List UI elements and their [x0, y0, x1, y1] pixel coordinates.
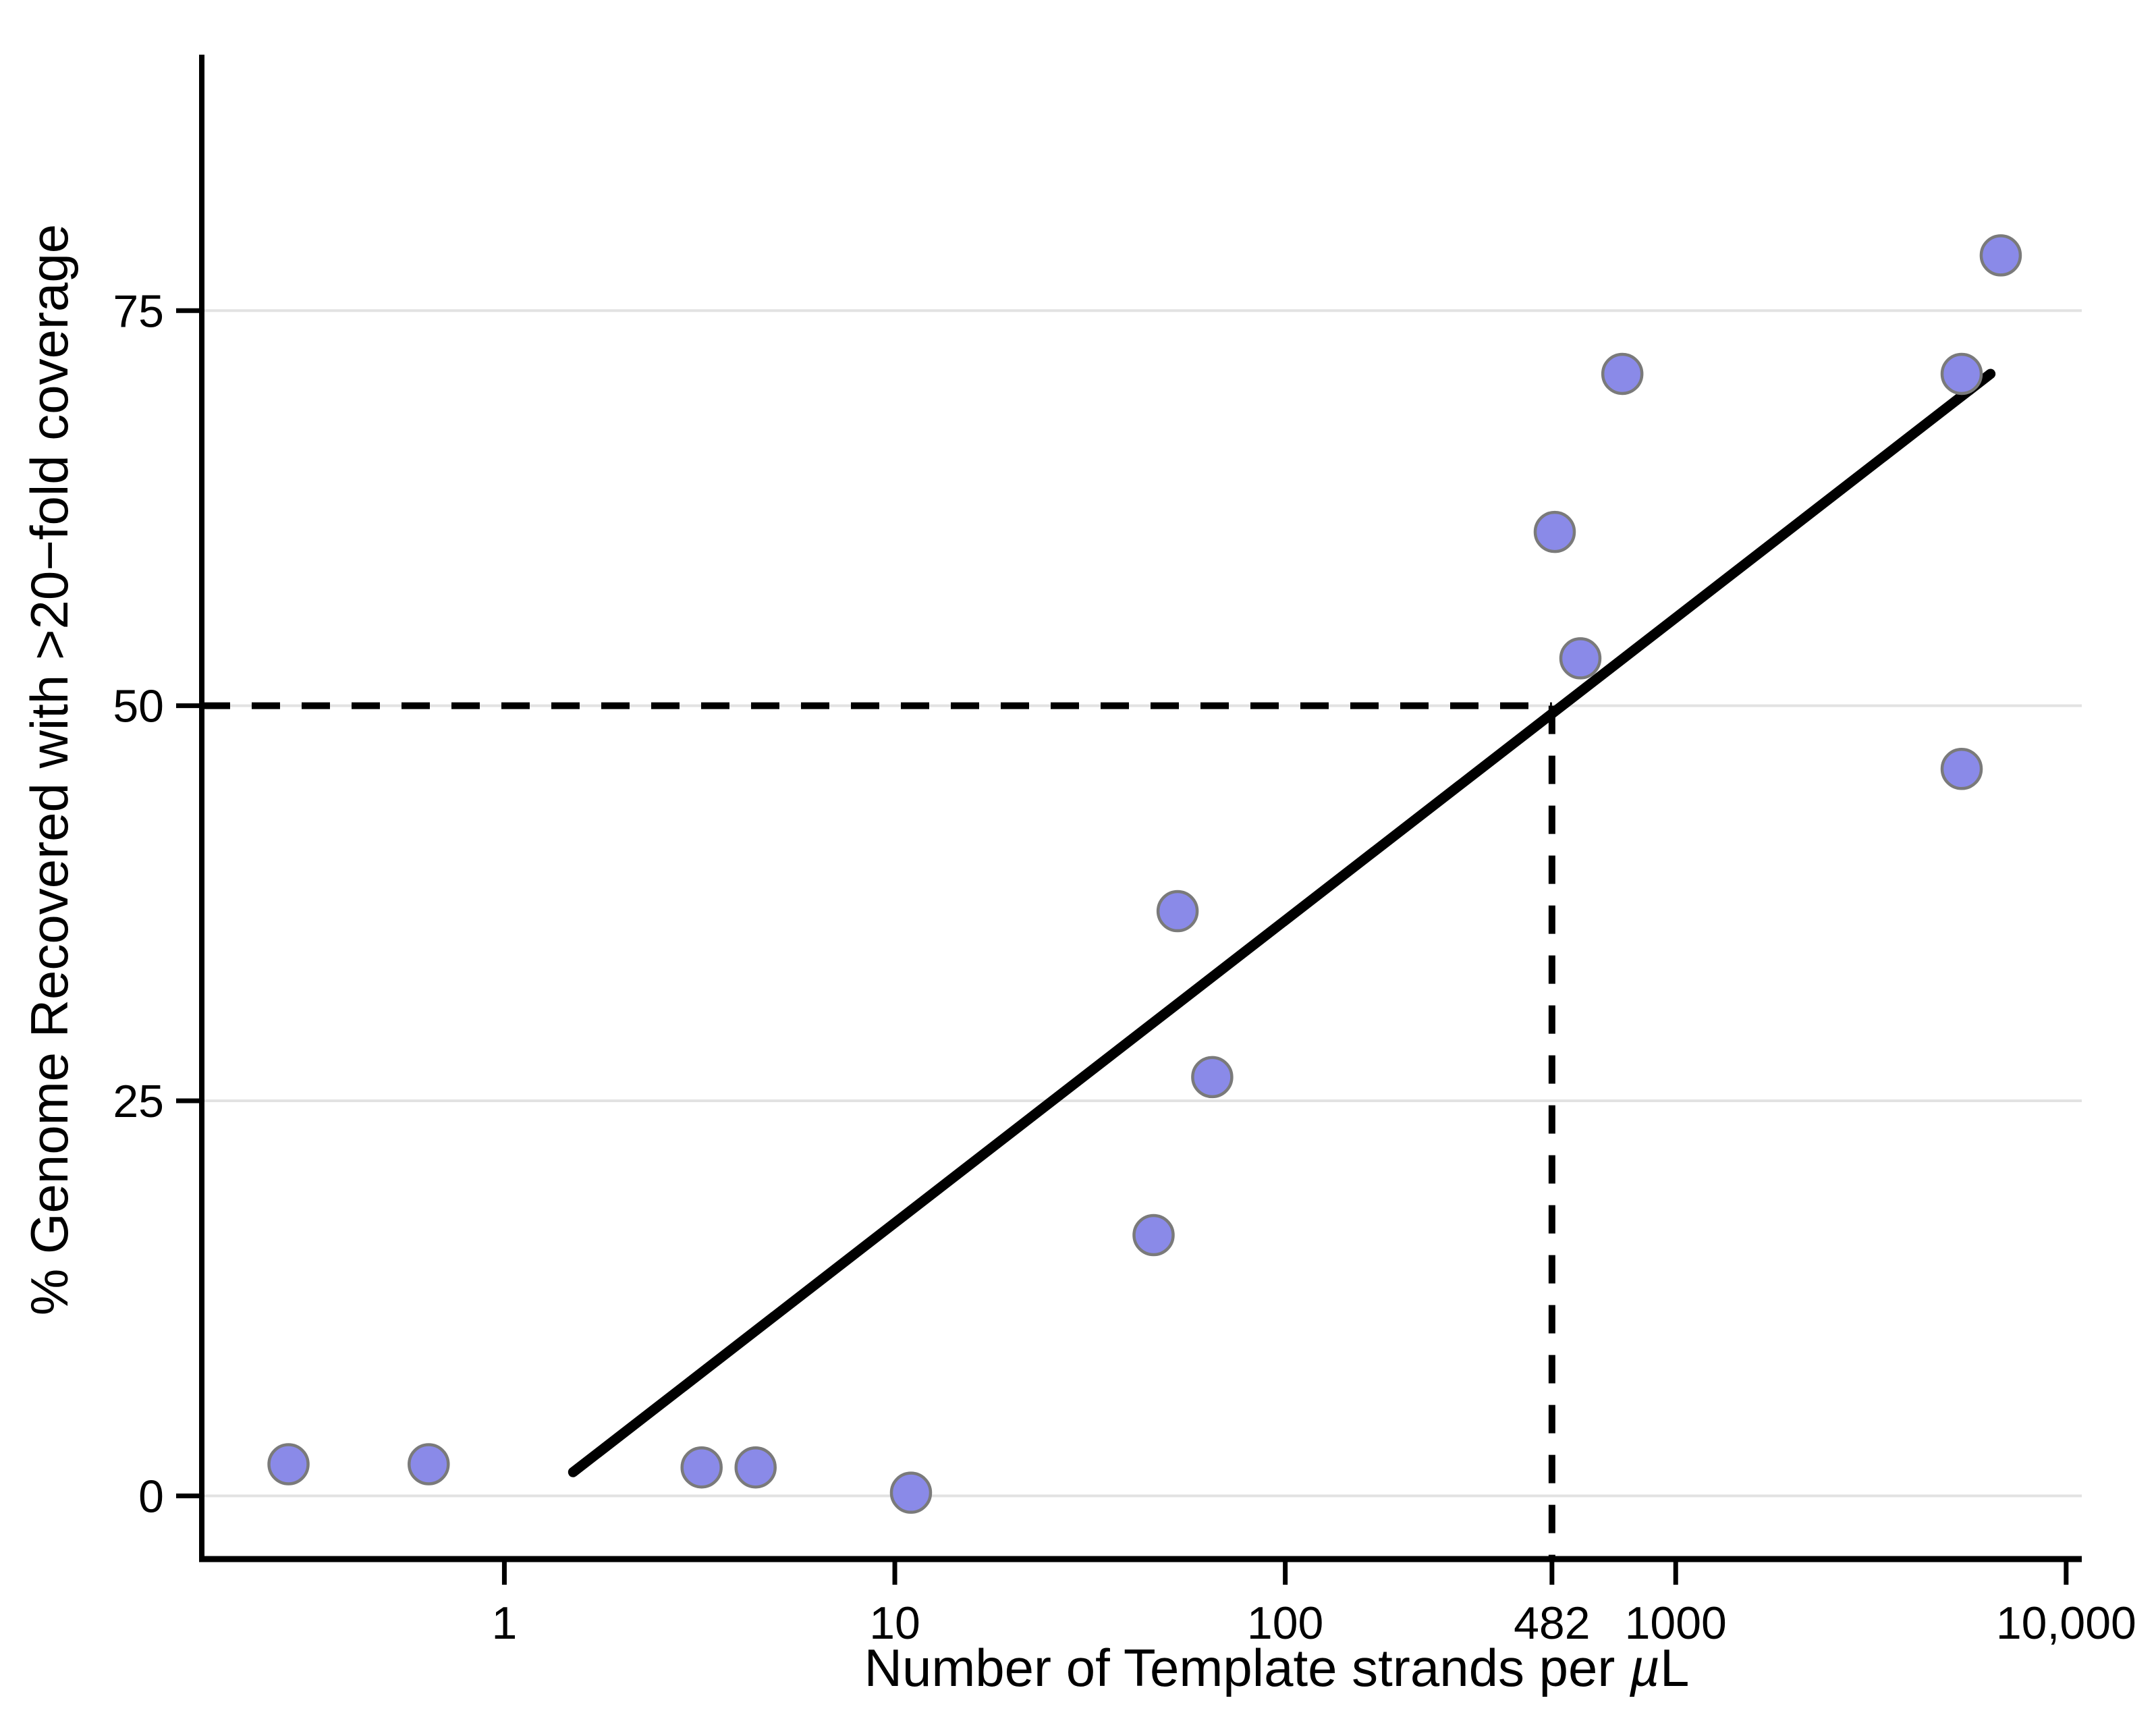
- data-point: [1601, 352, 1644, 396]
- labels-layer: 1 10 100 482 1000 10,000 0 25 50 75 Number of Temp…: [20, 224, 2136, 1697]
- x-axis-title: Number of Template strands per µL: [864, 1638, 1690, 1697]
- regression-line: [568, 369, 1996, 1477]
- crosshair-layer: [202, 702, 1555, 1559]
- axes-layer: [176, 55, 2082, 1585]
- gridline-layer: [202, 309, 2082, 1498]
- data-point: [1132, 1214, 1175, 1257]
- data-point: [1940, 748, 1983, 790]
- x-tick-label: 10,000: [1996, 1598, 2136, 1649]
- data-point: [734, 1446, 777, 1489]
- data-point: [1191, 1056, 1234, 1099]
- y-tick-label: 25: [113, 1076, 164, 1127]
- data-point: [1559, 637, 1602, 680]
- x-tick-label: 1000: [1625, 1598, 1727, 1649]
- data-point: [1533, 510, 1576, 553]
- y-tick-label: 50: [113, 681, 164, 732]
- data-point: [408, 1443, 450, 1486]
- points-layer: [267, 234, 2022, 1514]
- x-tick-label: 1: [492, 1598, 518, 1649]
- x-tick-label: 482: [1514, 1598, 1590, 1649]
- y-tick-label: 75: [113, 285, 164, 337]
- data-point: [267, 1443, 310, 1486]
- regression-layer: [568, 369, 1996, 1477]
- data-point: [889, 1471, 933, 1514]
- data-point: [680, 1446, 723, 1489]
- x-tick-label: 10: [869, 1598, 920, 1649]
- y-tick-label: 0: [138, 1471, 164, 1522]
- y-axis-title: % Genome Recovered with >20−fold coverag…: [20, 224, 79, 1315]
- data-point: [1156, 890, 1199, 933]
- x-tick-label: 100: [1247, 1598, 1323, 1649]
- data-point: [1940, 352, 1983, 396]
- data-point: [1979, 234, 2022, 277]
